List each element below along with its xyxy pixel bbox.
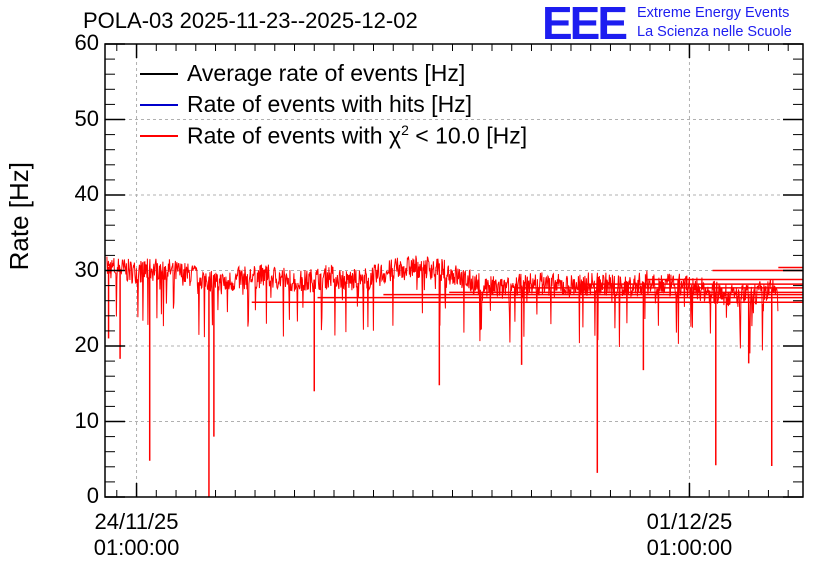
legend-swatch-chi2 bbox=[140, 134, 178, 137]
legend-item-hits: Rate of events with hits [Hz] bbox=[140, 89, 527, 120]
y-tick-label: 10 bbox=[74, 407, 99, 433]
legend-label-average: Average rate of events [Hz] bbox=[187, 60, 466, 86]
legend-label-chi2: Rate of events with χ2 < 10.0 [Hz] bbox=[187, 122, 527, 150]
y-axis-label: Rate [Hz] bbox=[4, 162, 34, 271]
plot-series bbox=[106, 255, 803, 497]
legend-label-chi2-symbol: χ bbox=[389, 122, 402, 149]
logo-caption-line1: Extreme Energy Events bbox=[637, 5, 790, 21]
chart-title: POLA-03 2025-11-23--2025-12-02 bbox=[83, 8, 418, 33]
legend-swatch-hits bbox=[140, 103, 178, 106]
x-tick-label-date: 01/12/25 bbox=[646, 509, 733, 534]
x-tick-label: 01/12/25 01:00:00 bbox=[609, 509, 769, 561]
grid-lines bbox=[105, 44, 803, 497]
x-tick-label: 24/11/25 01:00:00 bbox=[57, 509, 217, 561]
legend-label-chi2-sup: 2 bbox=[401, 121, 409, 138]
logo-caption-line2: La Scienza nelle Scuole bbox=[637, 24, 792, 40]
axis-ticks bbox=[105, 43, 803, 498]
legend-item-chi2: Rate of events with χ2 < 10.0 [Hz] bbox=[140, 120, 527, 151]
y-tick-label: 40 bbox=[74, 181, 99, 206]
eee-logo: EEE bbox=[542, 0, 628, 49]
legend-label-hits: Rate of events with hits [Hz] bbox=[187, 91, 473, 117]
y-tick-label: 20 bbox=[74, 332, 99, 357]
y-tick-label: 30 bbox=[74, 256, 99, 282]
logo-caption: Extreme Energy Events La Scienza nelle S… bbox=[637, 4, 792, 42]
x-tick-label-time: 01:00:00 bbox=[646, 535, 733, 560]
y-tick-label: 60 bbox=[74, 30, 99, 55]
legend-label-chi2-main: Rate of events with bbox=[187, 122, 389, 149]
x-tick-label-date: 24/11/25 bbox=[94, 509, 179, 534]
x-tick-label-time: 01:00:00 bbox=[93, 535, 180, 560]
y-tick-label: 0 bbox=[86, 483, 99, 508]
y-tick-label: 50 bbox=[74, 105, 99, 131]
legend-label-chi2-tail: < 10.0 [Hz] bbox=[408, 122, 528, 149]
legend-item-average: Average rate of events [Hz] bbox=[140, 58, 527, 89]
legend: Average rate of events [Hz] Rate of even… bbox=[140, 58, 527, 151]
legend-swatch-average bbox=[140, 72, 178, 75]
